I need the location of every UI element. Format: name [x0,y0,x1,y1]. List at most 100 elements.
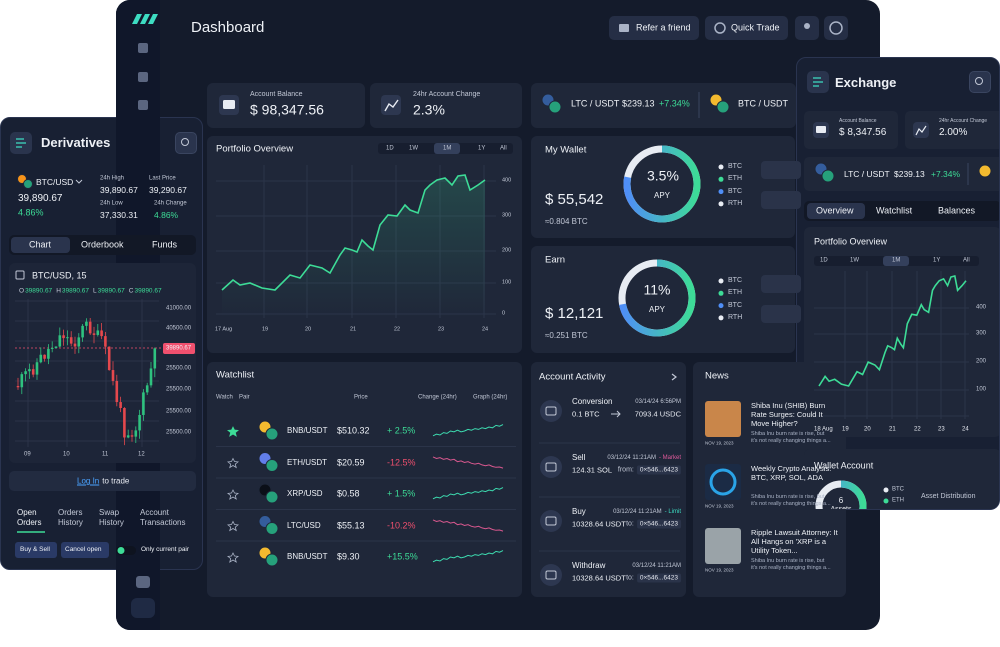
order-tab[interactable]: Open Orders [17,508,42,527]
order-tab[interactable]: Account Transactions [140,508,186,527]
column-header: Price [354,394,368,401]
range-button[interactable]: 1D [820,257,828,264]
ohlc-key: H [56,287,61,295]
candle-body [145,385,149,393]
nav-icon[interactable] [136,576,150,588]
tab[interactable]: Funds [152,239,178,250]
candle-body [58,335,62,347]
x-tick-label: 21 [889,426,896,433]
wallet-btc: ≈0.804 BTC [545,217,588,227]
news-thumbnail[interactable] [705,401,741,437]
news-headline[interactable]: Shiba Inu (SHIB) Burn Rate Surges: Could… [751,401,826,428]
x-tick-label: 19 [842,426,849,433]
action-button[interactable] [761,275,801,293]
direction: to: [626,520,634,528]
button-label[interactable]: Cancel open [65,546,102,554]
action-button[interactable] [761,191,801,209]
card-title: My Wallet [545,144,587,156]
button-label[interactable]: Refer a friend [636,22,691,33]
activity-card [531,362,686,597]
sparkline [432,519,504,532]
legend-dot [718,164,724,170]
candle-body [88,321,92,334]
derivatives-window: Derivatives BTC/USD 39,890.67 4.86% 24h High… [0,117,203,570]
candle-body [153,348,157,369]
candle-body [77,337,81,347]
search-button[interactable] [969,71,991,93]
card-value: $ 8,347.56 [839,127,887,138]
order-tab[interactable]: Orders History [58,508,83,527]
tab[interactable]: Balances [938,205,976,216]
candle-body [24,371,27,375]
nav-icon[interactable] [138,100,148,110]
column-header: Watch [216,394,233,401]
pair: BNB/USDT [287,552,328,562]
legend-label: BTC [892,486,904,493]
nav-icon[interactable] [138,43,148,53]
legend-dot [883,498,889,504]
ticker-pair: BTC / USDT [738,98,789,109]
action-button[interactable] [761,305,801,323]
range-active [883,256,909,266]
price: $20.59 [337,457,365,468]
icon [804,23,810,29]
change: 4.86% [18,207,44,218]
x-tick-label: 20 [864,426,871,433]
card-title: Account Activity [539,371,606,383]
range-button[interactable]: 1M [892,257,901,264]
tab[interactable]: Overview [816,205,854,216]
ohlc-value: 39890.67 [97,287,125,295]
news-headline[interactable]: Ripple Lawsuit Attorney: It All Hangs on… [751,528,838,555]
order-tab[interactable]: Swap History [99,508,124,527]
watch-star [227,457,239,469]
range-button[interactable]: 1W [409,145,418,152]
candle-body [47,348,50,359]
price: $0.58 [337,488,360,499]
range-button[interactable]: 1Y [933,257,941,264]
stat-label: 24h High [100,175,125,182]
range-button[interactable]: 1Y [478,145,486,152]
y-tick-label: 25500.00 [166,429,192,436]
dropdown [75,179,83,184]
range-button[interactable]: 1M [443,145,452,152]
candle-body [126,435,130,438]
toggle[interactable] [116,546,136,555]
y-tick-label: 400 [976,304,987,311]
tab[interactable]: Chart [29,239,52,250]
panel-title: Derivatives [41,135,111,151]
candle-body [81,325,84,338]
tab[interactable]: Orderbook [81,239,124,250]
sparkline [432,487,504,500]
range-button[interactable]: All [500,145,507,152]
theme-toggle[interactable] [131,598,155,618]
range-button[interactable]: 1W [850,257,859,264]
logo [140,14,150,24]
range-button[interactable]: All [963,257,970,264]
language-button[interactable] [824,16,848,40]
nav-icon[interactable] [138,72,148,82]
card-label: 24hr Account Change [939,118,988,124]
icon [619,24,629,32]
logo [148,14,158,24]
legend-dot [718,315,724,321]
legend-dot [718,290,724,296]
button[interactable] [705,16,788,40]
search-button[interactable] [175,132,197,154]
button[interactable] [61,542,109,558]
tab[interactable]: Watchlist [876,205,913,216]
x-tick-label: 09 [24,451,31,458]
button[interactable] [15,542,57,558]
range-button[interactable]: 1D [386,145,394,152]
y-tick-label: 100 [976,386,987,393]
news-thumbnail[interactable] [705,528,741,564]
watch-star [227,489,239,500]
candle-body [115,380,119,403]
ticker-change: +7.34% [931,168,961,179]
button-label[interactable]: Quick Trade [731,22,780,33]
button-label[interactable]: Buy & Sell [20,546,50,554]
activity-type: Sell [572,453,586,463]
activity-glyph [545,406,557,416]
news-headline[interactable]: Weekly Crypto Analysis: BTC, XRP, SOL, A… [751,464,832,482]
card-value: 2.00% [939,127,968,138]
action-button[interactable] [761,161,801,179]
